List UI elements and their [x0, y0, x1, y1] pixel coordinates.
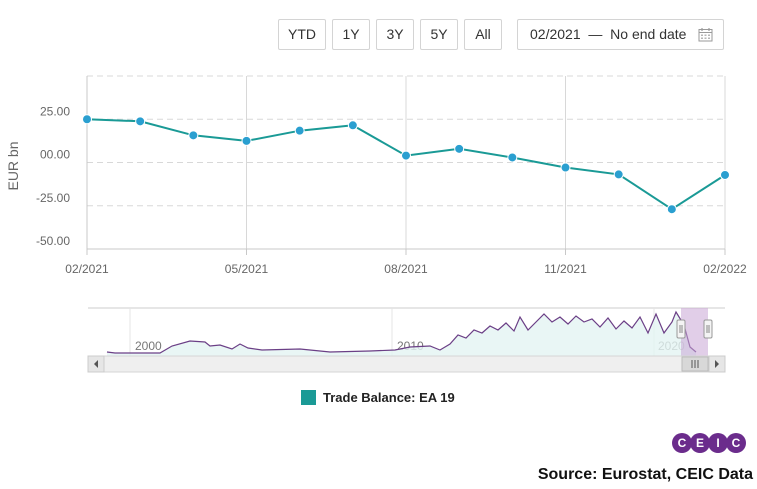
- legend-swatch: [301, 390, 316, 405]
- data-point: [401, 150, 411, 161]
- line-chart: -50.00 -25.00 00.00 25.00 02/2021 05/2021 08/…: [5, 75, 747, 276]
- data-point: [241, 135, 252, 146]
- chevron-left-icon: [94, 360, 98, 368]
- y-tick-label: -50.00: [36, 234, 70, 248]
- range-button-3y[interactable]: 3Y: [376, 19, 414, 50]
- x-tick-label: 11/2021: [544, 262, 587, 276]
- logo-letter: E: [690, 433, 710, 453]
- scroll-left-button[interactable]: [87, 355, 105, 373]
- data-point: [188, 130, 199, 141]
- data-point: [560, 162, 571, 173]
- data-point: [507, 152, 518, 163]
- data-point: [666, 204, 677, 215]
- range-button-5y[interactable]: 5Y: [420, 19, 458, 50]
- date-range-text: 02/2021 — No end date: [530, 26, 687, 42]
- calendar-icon[interactable]: [698, 27, 713, 42]
- y-axis-title: EUR bn: [5, 141, 21, 190]
- chevron-right-icon: [715, 360, 719, 368]
- range-button-1y[interactable]: 1Y: [332, 19, 370, 50]
- y-tick-label: -25.00: [36, 191, 70, 205]
- data-point: [294, 125, 305, 136]
- axes: [86, 76, 726, 255]
- x-tick-label: 08/2021: [384, 262, 428, 276]
- navigator-left-handle[interactable]: [676, 319, 686, 339]
- logo-letter: C: [672, 433, 692, 453]
- range-button-ytd[interactable]: YTD: [278, 19, 326, 50]
- x-tick-label: 02/2021: [65, 262, 109, 276]
- navigator-series-line: [106, 310, 697, 354]
- scroll-right-button[interactable]: [708, 355, 726, 373]
- x-tick-label: 05/2021: [225, 262, 269, 276]
- logo-letter: I: [708, 433, 728, 453]
- y-tick-labels: -50.00 -25.00 00.00 25.00: [36, 104, 70, 248]
- grid-lines: [86, 75, 726, 250]
- data-point: [347, 120, 358, 131]
- data-point: [454, 143, 465, 154]
- navigator-year-label: 2000: [135, 339, 162, 353]
- navigator[interactable]: 2000 2010 2020: [0, 300, 757, 380]
- y-tick-label: 00.00: [40, 148, 70, 162]
- x-tick-label: 02/2022: [703, 262, 747, 276]
- data-point: [613, 169, 624, 180]
- legend-label: Trade Balance: EA 19: [323, 390, 455, 405]
- scrollbar-track[interactable]: [87, 355, 726, 373]
- logo-letter: C: [726, 433, 746, 453]
- x-tick-labels: 02/2021 05/2021 08/2021 11/2021 02/2022: [65, 262, 747, 276]
- navigator-right-handle[interactable]: [703, 319, 713, 339]
- data-point: [720, 169, 730, 180]
- y-tick-label: 25.00: [40, 104, 70, 118]
- navigator-series-area: [107, 312, 696, 356]
- source-note: Source: Eurostat, CEIC Data: [537, 466, 753, 483]
- data-point: [82, 114, 92, 125]
- data-points: [82, 114, 730, 215]
- scrollbar-thumb[interactable]: [681, 356, 709, 372]
- range-button-all[interactable]: All: [464, 19, 502, 50]
- date-range-picker[interactable]: 02/2021 — No end date: [517, 19, 724, 50]
- data-point: [135, 116, 146, 127]
- ceic-logo: C E I C: [672, 433, 746, 455]
